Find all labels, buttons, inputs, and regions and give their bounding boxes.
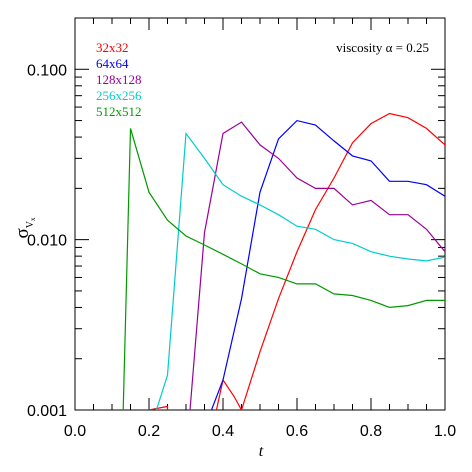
x-tick-label: 0.6: [286, 423, 308, 440]
svg-text:σVx: σVx: [12, 217, 37, 238]
legend-entry-512x512: 512x512: [96, 104, 142, 119]
series-line-64x64: [210, 119, 445, 410]
y-tick-label: 0.010: [27, 233, 67, 250]
series-line-256x256: [155, 131, 445, 410]
series-line-128x128: [189, 121, 445, 410]
x-tick-label: 0.8: [360, 423, 382, 440]
y-axis-label-main: σ: [12, 228, 33, 238]
series-lines: [122, 112, 445, 410]
series-line-512x512: [122, 128, 445, 410]
y-axis-label-sub: V: [25, 220, 36, 228]
viscosity-annotation: viscosity α = 0.25: [336, 40, 429, 55]
legend-entry-256x256: 256x256: [96, 88, 142, 103]
y-tick-label: 0.100: [27, 62, 67, 79]
x-tick-label: 1.0: [434, 423, 456, 440]
axis-ticks: 0.0 0.2 0.4 0.6 0.8 1.0 0.001 0.010 0.100: [27, 17, 456, 440]
y-tick-label: 0.001: [27, 403, 67, 420]
x-tick-label: 0.2: [138, 423, 160, 440]
x-axis-label: t: [259, 443, 264, 460]
legend-entry-32x32: 32x32: [96, 40, 129, 55]
y-axis-label: σVx: [12, 217, 37, 238]
series-line-32x32: [148, 112, 445, 410]
x-tick-label: 0.4: [212, 423, 234, 440]
legend-entry-64x64: 64x64: [96, 56, 129, 71]
legend: 32x32 64x64 128x128 256x256 512x512: [96, 40, 142, 119]
legend-entry-128x128: 128x128: [96, 72, 142, 87]
x-tick-label: 0.0: [64, 423, 86, 440]
y-axis-label-subsub: x: [29, 217, 37, 221]
